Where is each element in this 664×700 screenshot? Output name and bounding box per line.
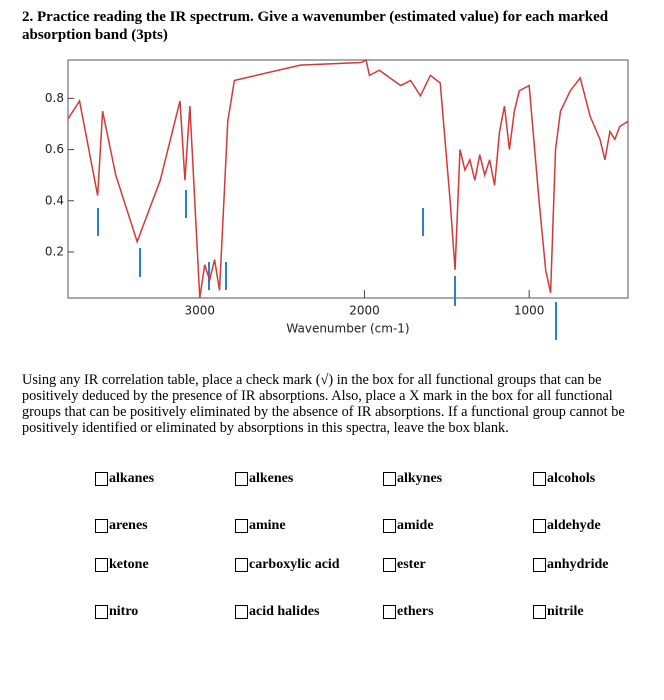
heading: 2. Practice reading the IR spectrum. Giv… bbox=[22, 9, 609, 43]
option-label: alkanes bbox=[109, 471, 155, 486]
y-tick-label: 0.6 bbox=[45, 142, 64, 156]
spectrum-chart: Wavenumber (cm-1) 0.2 0.4 0.6 0.8 3000 2000 10… bbox=[45, 58, 629, 340]
option-label: ketone bbox=[109, 557, 149, 572]
option: aldehyde bbox=[533, 518, 601, 534]
option: nitro bbox=[95, 604, 138, 620]
x-tick-label: 2000 bbox=[349, 304, 380, 318]
checkbox[interactable] bbox=[95, 519, 108, 533]
option-label: amide bbox=[397, 518, 434, 533]
checkbox[interactable] bbox=[533, 558, 546, 572]
checkbox[interactable] bbox=[383, 519, 396, 533]
checkbox[interactable] bbox=[235, 605, 248, 619]
option-label: alcohols bbox=[547, 471, 596, 486]
option-label: aldehyde bbox=[547, 518, 601, 533]
checkbox[interactable] bbox=[533, 472, 546, 486]
checkbox[interactable] bbox=[383, 472, 396, 486]
checkbox[interactable] bbox=[383, 605, 396, 619]
checkbox[interactable] bbox=[235, 472, 248, 486]
option: alkenes bbox=[235, 471, 293, 487]
option: arenes bbox=[95, 518, 148, 534]
option: alcohols bbox=[533, 471, 595, 487]
option: amide bbox=[383, 518, 434, 534]
option: carboxylic acid bbox=[235, 557, 340, 573]
option-label: acid halides bbox=[249, 604, 320, 619]
option-label: arenes bbox=[109, 518, 148, 533]
option-label: alkynes bbox=[397, 471, 443, 486]
option: nitrile bbox=[533, 604, 584, 620]
x-tick-label: 3000 bbox=[184, 304, 215, 318]
option: acid halides bbox=[235, 604, 319, 620]
option: ester bbox=[383, 557, 426, 573]
checkbox[interactable] bbox=[95, 472, 108, 486]
option-label: ester bbox=[397, 557, 426, 572]
option: alkanes bbox=[95, 471, 154, 487]
x-axis-label: Wavenumber (cm-1) bbox=[286, 322, 409, 336]
checkbox[interactable] bbox=[95, 605, 108, 619]
option: amine bbox=[235, 518, 286, 534]
option: ketone bbox=[95, 557, 149, 573]
option-label: anhydride bbox=[547, 557, 609, 572]
checkbox[interactable] bbox=[235, 558, 248, 572]
checkbox[interactable] bbox=[533, 605, 546, 619]
option-label: amine bbox=[249, 518, 286, 533]
spectrum-line bbox=[67, 58, 629, 299]
plot-frame bbox=[67, 59, 629, 299]
option-label: carboxylic acid bbox=[249, 557, 340, 572]
y-tick-label: 0.2 bbox=[45, 244, 64, 258]
option: ethers bbox=[383, 604, 434, 620]
instructions: Using any IR correlation table, place a … bbox=[22, 372, 625, 436]
option-label: ethers bbox=[397, 604, 434, 619]
checkbox[interactable] bbox=[383, 558, 396, 572]
checkbox[interactable] bbox=[235, 519, 248, 533]
option-label: alkenes bbox=[249, 471, 294, 486]
band-markers bbox=[97, 190, 557, 340]
option: anhydride bbox=[533, 557, 608, 573]
checkbox[interactable] bbox=[95, 558, 108, 572]
x-tick-label: 1000 bbox=[514, 304, 545, 318]
option: alkynes bbox=[383, 471, 442, 487]
option-label: nitrile bbox=[547, 604, 584, 619]
option-label: nitro bbox=[109, 604, 139, 619]
y-tick-label: 0.4 bbox=[45, 193, 64, 207]
y-tick-label: 0.8 bbox=[45, 91, 64, 105]
checkbox[interactable] bbox=[533, 519, 546, 533]
